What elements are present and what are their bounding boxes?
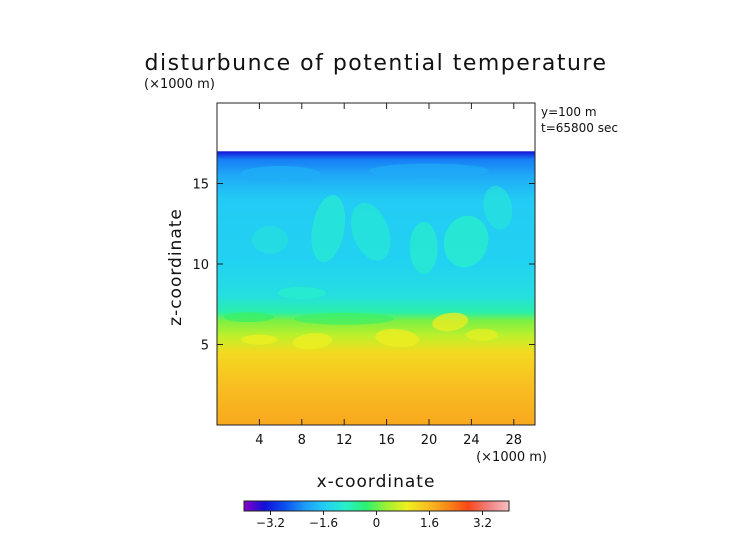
colorbar-ticks: −3.2 −1.6 0 1.6 3.2: [256, 511, 492, 530]
eddy-patch: [350, 202, 391, 261]
plot-area: [216, 102, 536, 426]
heatmap-field: [217, 151, 535, 425]
y-tick-label: 10: [192, 258, 209, 273]
eddy-patch: [409, 221, 438, 274]
y-tick-label: 5: [201, 339, 209, 354]
x-unit-label: (×1000 m): [476, 450, 547, 465]
eddy-patch: [432, 312, 469, 332]
colorbar-strip: [243, 500, 510, 512]
eddy-patch: [483, 185, 513, 230]
eddy-patch: [294, 312, 395, 325]
y-unit-label: (×1000 m): [144, 77, 215, 92]
x-axis: 4 8 12 16 20 24 28: [255, 103, 522, 448]
eddy-patch: [292, 333, 333, 350]
annotation-time: t=65800 sec: [541, 121, 618, 135]
colorbar-tick-label: 3.2: [473, 516, 492, 530]
colorbar: −3.2 −1.6 0 1.6 3.2: [243, 500, 510, 530]
eddy-patch: [223, 312, 274, 323]
eddy-patch: [466, 328, 498, 341]
eddy-patch: [311, 194, 346, 263]
x-tick-label: 4: [255, 433, 263, 448]
eddy-patch: [369, 163, 489, 178]
x-tick-label: 24: [463, 433, 480, 448]
colorbar-tick-label: −3.2: [256, 516, 285, 530]
colorbar-tick-label: 1.6: [420, 516, 439, 530]
eddy-patch: [252, 225, 288, 254]
annotation-y-position: y=100 m: [541, 105, 597, 119]
field-fill: [217, 151, 535, 425]
x-axis-label: x-coordinate: [317, 472, 436, 492]
y-tick-label: 15: [192, 178, 209, 193]
x-tick-label: 8: [298, 433, 306, 448]
eddy-patch: [241, 334, 278, 345]
x-tick-label: 20: [421, 433, 438, 448]
x-tick-label: 12: [336, 433, 353, 448]
y-axis: 5 10 15: [192, 178, 535, 354]
eddy-patch: [277, 286, 326, 299]
eddy-patch: [443, 215, 489, 268]
eddy-patch: [375, 328, 420, 348]
eddy-patch: [240, 165, 321, 182]
x-tick-label: 28: [506, 433, 523, 448]
y-axis-label: z-coordinate: [166, 208, 186, 326]
chart-title: disturbunce of potential temperature: [145, 51, 608, 76]
x-tick-label: 16: [378, 433, 395, 448]
colorbar-tick-label: −1.6: [309, 516, 338, 530]
colorbar-tick-label: 0: [373, 516, 381, 530]
